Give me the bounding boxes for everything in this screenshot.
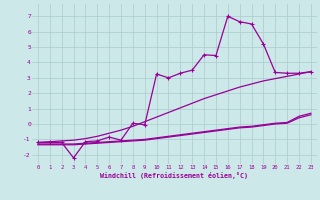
X-axis label: Windchill (Refroidissement éolien,°C): Windchill (Refroidissement éolien,°C) bbox=[100, 172, 248, 179]
